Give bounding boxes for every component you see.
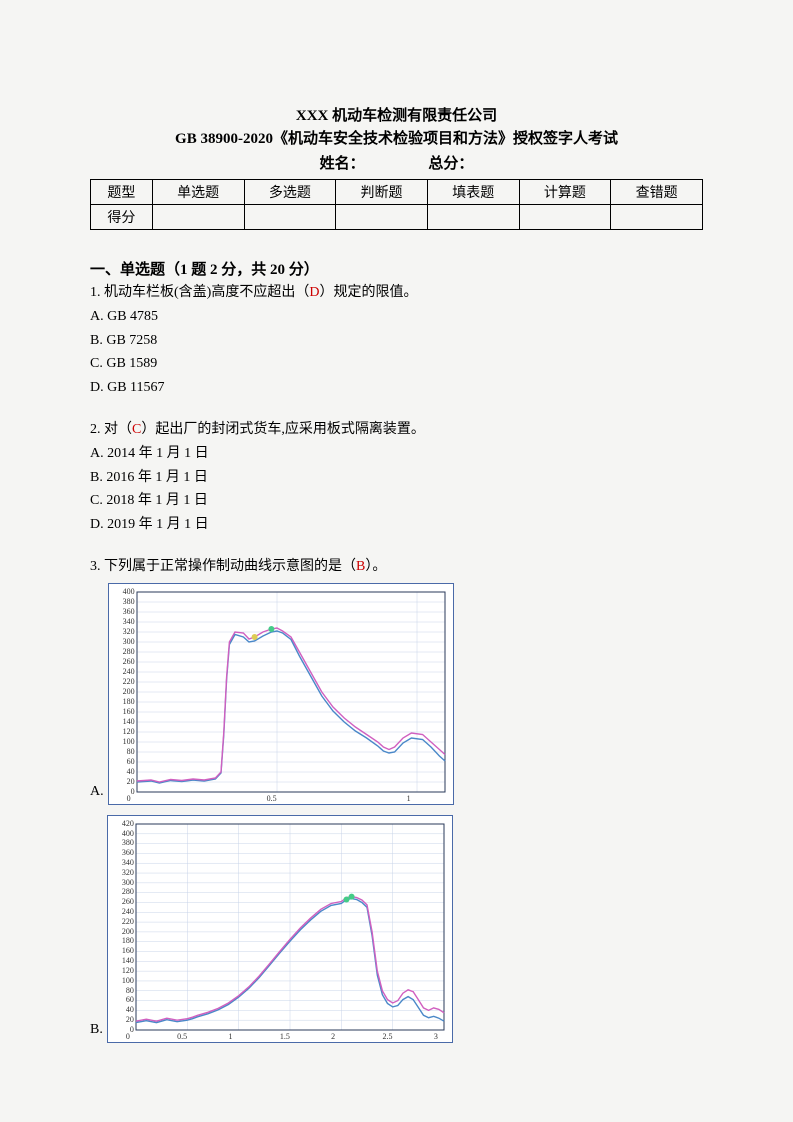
q3-ans: B bbox=[356, 559, 365, 574]
section1-title: 一、单选题（1 题 2 分，共 20 分） bbox=[90, 258, 703, 279]
chart-B: 0204060801001201401601802002202402602803… bbox=[107, 815, 453, 1043]
q3-stem-pre: 3. 下列属于正常操作制动曲线示意图的是（ bbox=[90, 559, 356, 574]
q1-D: D. GB 11567 bbox=[90, 376, 703, 400]
th-multi: 多选题 bbox=[244, 180, 336, 205]
q1-opts: A. GB 4785 B. GB 7258 C. GB 1589 D. GB 1… bbox=[90, 305, 703, 400]
th-err: 查错题 bbox=[611, 180, 703, 205]
q3: 3. 下列属于正常操作制动曲线示意图的是（B）。 bbox=[90, 555, 703, 579]
q2: 2. 对（C）起出厂的封闭式货车,应采用板式隔离装置。 bbox=[90, 418, 703, 442]
chart-A: 0204060801001201401601802002202402602803… bbox=[108, 583, 454, 805]
q2-C: C. 2018 年 1 月 1 日 bbox=[90, 489, 703, 513]
td-single bbox=[152, 205, 244, 230]
q2-opts: A. 2014 年 1 月 1 日 B. 2016 年 1 月 1 日 C. 2… bbox=[90, 442, 703, 537]
q2-B: B. 2016 年 1 月 1 日 bbox=[90, 466, 703, 490]
th-single: 单选题 bbox=[152, 180, 244, 205]
td-fill bbox=[427, 205, 519, 230]
exam-title: GB 38900-2020《机动车安全技术检验项目和方法》授权签字人考试 bbox=[90, 128, 703, 151]
chart-A-label: A. bbox=[90, 785, 104, 805]
chart-B-row: B. 0204060801001201401601802002202402602… bbox=[90, 815, 703, 1043]
total-label: 总分： bbox=[428, 156, 473, 172]
q2-stem-post: ）起出厂的封闭式货车,应采用板式隔离装置。 bbox=[141, 422, 425, 437]
q3-stem-post: ）。 bbox=[365, 559, 386, 574]
chart-A-row: A. 0204060801001201401601802002202402602… bbox=[90, 583, 703, 805]
td-judge bbox=[336, 205, 428, 230]
q1-stem-pre: 1. 机动车栏板(含盖)高度不应超出（ bbox=[90, 285, 309, 300]
td-calc bbox=[519, 205, 611, 230]
q2-A: A. 2014 年 1 月 1 日 bbox=[90, 442, 703, 466]
q2-D: D. 2019 年 1 月 1 日 bbox=[90, 513, 703, 537]
company-name: XXX 机动车检测有限责任公司 bbox=[90, 105, 703, 128]
td-score-label: 得分 bbox=[91, 205, 153, 230]
q2-stem-pre: 2. 对（ bbox=[90, 422, 132, 437]
td-multi bbox=[244, 205, 336, 230]
score-table: 题型 单选题 多选题 判断题 填表题 计算题 查错题 得分 bbox=[90, 179, 703, 230]
name-label: 姓名： bbox=[320, 156, 365, 172]
th-judge: 判断题 bbox=[336, 180, 428, 205]
score-header-row: 题型 单选题 多选题 判断题 填表题 计算题 查错题 bbox=[91, 180, 703, 205]
q2-ans: C bbox=[132, 422, 141, 437]
q1-stem-post: ）规定的限值。 bbox=[319, 285, 417, 300]
score-value-row: 得分 bbox=[91, 205, 703, 230]
th-type: 题型 bbox=[91, 180, 153, 205]
td-err bbox=[611, 205, 703, 230]
chart-B-label: B. bbox=[90, 1023, 103, 1043]
info-line: 姓名： 总分： bbox=[90, 152, 703, 173]
q1-A: A. GB 4785 bbox=[90, 305, 703, 329]
header-block: XXX 机动车检测有限责任公司 GB 38900-2020《机动车安全技术检验项… bbox=[90, 105, 703, 150]
q1-ans: D bbox=[309, 285, 319, 300]
exam-page: XXX 机动车检测有限责任公司 GB 38900-2020《机动车安全技术检验项… bbox=[90, 105, 703, 1043]
th-fill: 填表题 bbox=[427, 180, 519, 205]
q1-C: C. GB 1589 bbox=[90, 352, 703, 376]
q1: 1. 机动车栏板(含盖)高度不应超出（D）规定的限值。 bbox=[90, 281, 703, 305]
q1-B: B. GB 7258 bbox=[90, 329, 703, 353]
th-calc: 计算题 bbox=[519, 180, 611, 205]
